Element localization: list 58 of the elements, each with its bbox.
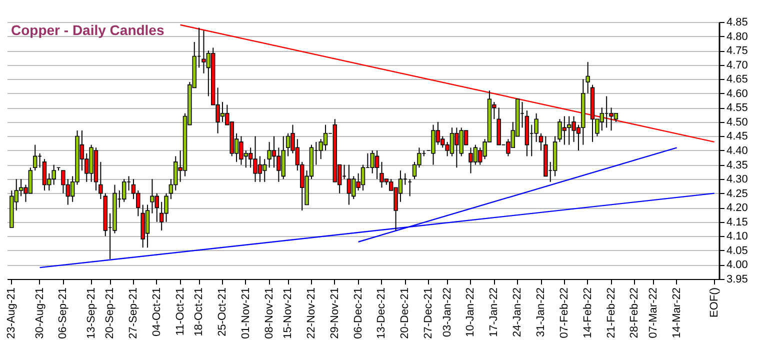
x-tick-label: 14-Feb-22 <box>582 288 594 338</box>
candlestick <box>98 161 103 200</box>
candlestick <box>374 150 380 180</box>
candlestick <box>534 112 538 142</box>
x-tick-label: 07-Mar-22 <box>647 288 660 338</box>
x-tick-label: 04-Oct-21 <box>150 288 163 336</box>
x-tick-label: 18-Oct-21 <box>193 288 206 336</box>
y-tick-label: 4.05 <box>726 244 748 257</box>
y-tick-label: 4.75 <box>726 45 748 58</box>
y-tick-label: 4.10 <box>726 230 748 243</box>
candlestick <box>346 164 352 206</box>
y-tick-label: 4.40 <box>726 145 748 157</box>
x-tick-label: 01-Nov-21 <box>240 288 252 339</box>
x-tick-label: 23-Aug-21 <box>6 288 18 339</box>
x-tick-label: 28-Feb-22 <box>628 288 641 338</box>
y-tick-label: 4.20 <box>726 202 748 214</box>
x-tick-label: 21-Feb-22 <box>605 288 618 338</box>
x-tick-label: 22-Nov-21 <box>305 288 318 339</box>
y-tick-label: 4.45 <box>726 130 748 143</box>
y-tick-label: 4.25 <box>726 188 748 200</box>
candlestick <box>538 132 544 151</box>
x-tick-label: 31-Jan-22 <box>535 288 547 338</box>
y-tick-label: 4.50 <box>726 116 748 128</box>
x-tick-label: 10-Jan-22 <box>464 288 477 338</box>
x-tick-label: 06-Sep-21 <box>57 288 70 339</box>
x-tick-label: EOF() <box>708 288 720 318</box>
y-tick-label: 4.85 <box>726 16 748 28</box>
x-tick-label: 03-Jan-22 <box>441 288 454 338</box>
x-tick-label: 08-Nov-21 <box>263 288 276 339</box>
x-tick-label: 20-Dec-21 <box>399 288 412 339</box>
x-tick-label: 25-Oct-21 <box>216 288 228 336</box>
y-tick-label: 4.30 <box>726 174 748 186</box>
y-tick-label: 4.00 <box>726 259 748 272</box>
x-tick-label: 24-Jan-22 <box>512 288 524 338</box>
x-tick-label: 29-Nov-21 <box>328 288 341 339</box>
y-tick-label: 4.35 <box>726 159 748 172</box>
x-tick-label: 17-Jan-22 <box>488 288 500 338</box>
candlestick <box>33 144 38 171</box>
y-tick-label: 4.55 <box>726 102 748 114</box>
x-tick-label: 27-Sep-21 <box>127 288 140 339</box>
x-tick-label: 13-Dec-21 <box>376 288 388 339</box>
y-tick-label: 4.15 <box>726 216 748 228</box>
x-tick-label: 20-Sep-21 <box>104 288 116 339</box>
y-tick-label: 4.80 <box>726 30 748 43</box>
x-tick-label: 07-Feb-22 <box>558 288 570 338</box>
x-tick-label: 11-Oct-21 <box>174 288 186 336</box>
x-tick-label: 14-Mar-22 <box>670 288 683 338</box>
y-tick-label: 4.65 <box>726 74 748 86</box>
x-tick-label: 13-Sep-21 <box>85 288 98 339</box>
y-tick-label: 3.95 <box>726 274 748 286</box>
y-tick-label: 4.60 <box>726 88 748 100</box>
x-tick-label: 06-Dec-21 <box>352 288 364 339</box>
y-tick-label: 4.70 <box>726 59 748 72</box>
candlestick <box>586 61 590 94</box>
chart-title: Copper - Daily Candles <box>11 22 164 38</box>
x-tick-label: 27-Dec-21 <box>422 288 435 339</box>
x-tick-label: 30-Aug-21 <box>34 288 46 339</box>
x-tick-label: 15-Nov-21 <box>282 288 294 339</box>
